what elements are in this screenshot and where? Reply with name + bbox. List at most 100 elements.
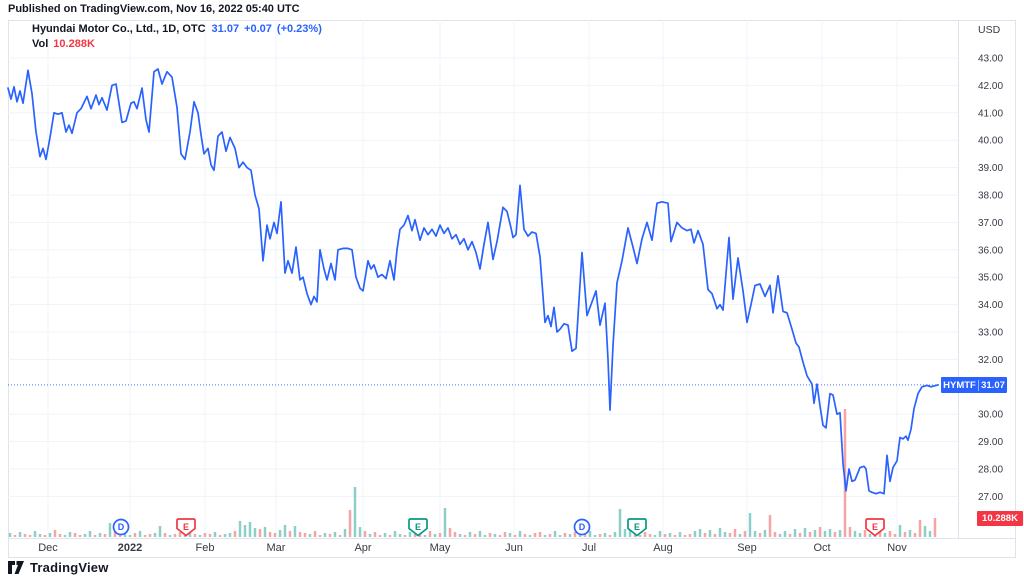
- volume-bar: [278, 530, 282, 537]
- volume-bar: [753, 531, 757, 537]
- price-axis-label: 37.00: [978, 218, 1003, 229]
- volume-bar: [553, 531, 557, 537]
- legend-change: +0.07: [244, 23, 272, 35]
- volume-bar: [363, 531, 367, 537]
- volume-axis-badge: 10.288K: [977, 511, 1023, 526]
- volume-bar: [388, 535, 392, 537]
- time-axis-label: Jul: [582, 542, 596, 554]
- volume-bar: [228, 533, 232, 537]
- earnings-shield-icon: [408, 518, 428, 537]
- event-badge-earnings[interactable]: E: [627, 518, 647, 537]
- tradingview-attribution[interactable]: TradingView: [8, 560, 109, 575]
- price-axis-label: 38.00: [978, 191, 1003, 202]
- volume-bar: [413, 534, 417, 537]
- volume-bar: [813, 530, 817, 537]
- volume-bar: [608, 535, 612, 537]
- volume-bar: [703, 533, 707, 537]
- volume-bar: [128, 535, 132, 537]
- tradingview-brand[interactable]: TradingView: [30, 560, 109, 575]
- legend-change-pct: (+0.23%): [276, 23, 322, 35]
- volume-bar: [308, 534, 312, 537]
- volume-bar: [458, 534, 462, 537]
- volume-bar: [823, 531, 827, 537]
- earnings-shield-icon: [865, 518, 885, 537]
- time-axis-label: Dec: [38, 542, 58, 554]
- volume-bar: [498, 535, 502, 537]
- volume-bar: [613, 532, 617, 537]
- volume-bar: [448, 528, 452, 537]
- volume-bar: [743, 531, 747, 537]
- volume-bar: [733, 529, 737, 537]
- volume-bar: [473, 534, 477, 537]
- volume-bar: [8, 533, 12, 537]
- tradingview-logo-icon[interactable]: [8, 561, 24, 574]
- volume-bar: [598, 534, 602, 537]
- volume-bar: [423, 535, 427, 537]
- volume-bar: [503, 532, 507, 537]
- event-badge-letter: E: [872, 522, 878, 532]
- volume-bar: [198, 535, 202, 537]
- ticker-symbol: HYMTF: [941, 379, 979, 391]
- volume-bar: [218, 535, 222, 537]
- volume-bar: [78, 535, 82, 537]
- event-badge-dividend[interactable]: D: [573, 518, 591, 536]
- price-axis-label: 32.00: [978, 355, 1003, 366]
- volume-bar: [43, 535, 47, 537]
- volume-bar: [143, 535, 147, 537]
- price-axis-label: 39.00: [978, 163, 1003, 174]
- volume-bar: [788, 534, 792, 537]
- volume-bar: [658, 531, 662, 537]
- volume-bar: [318, 535, 322, 537]
- volume-bar: [323, 533, 327, 537]
- volume-bar: [578, 535, 582, 537]
- volume-bar: [648, 534, 652, 537]
- time-axis-label: Oct: [813, 542, 830, 554]
- volume-bar: [173, 534, 177, 537]
- time-axis-label: Sep: [737, 542, 757, 554]
- price-axis-label: 27.00: [978, 492, 1003, 503]
- volume-bar: [288, 531, 292, 537]
- published-on-text: Published on TradingView.com, Nov 16, 20…: [8, 3, 300, 15]
- price-axis-label: 34.00: [978, 300, 1003, 311]
- volume-bar: [13, 535, 17, 537]
- volume-bar: [548, 534, 552, 537]
- event-badge-earnings[interactable]: E: [408, 518, 428, 537]
- volume-bar: [518, 531, 522, 537]
- time-axis-label: Apr: [354, 542, 371, 554]
- volume-bar: [688, 534, 692, 537]
- volume-bar: [758, 533, 762, 537]
- volume-bar: [583, 533, 587, 537]
- volume-bar: [378, 535, 382, 537]
- volume-bar: [913, 533, 917, 537]
- price-axis-label: 33.00: [978, 328, 1003, 339]
- event-badge-earnings[interactable]: E: [865, 518, 885, 537]
- event-badge-earnings[interactable]: E: [176, 518, 196, 537]
- price-axis-label: 28.00: [978, 465, 1003, 476]
- volume-bar: [298, 532, 302, 537]
- event-badge-letter: E: [415, 522, 421, 532]
- price-line-series: [7, 68, 939, 495]
- volume-bar: [338, 535, 342, 537]
- volume-bar: [293, 526, 297, 537]
- volume-bar: [303, 533, 307, 537]
- volume-bar: [213, 532, 217, 537]
- volume-bar: [783, 531, 787, 537]
- volume-bar: [373, 532, 377, 537]
- volume-bar: [773, 532, 777, 537]
- event-badge-dividend[interactable]: D: [112, 518, 130, 536]
- volume-bar: [268, 532, 272, 537]
- volume-bar: [33, 531, 37, 537]
- volume-bar: [848, 527, 852, 537]
- volume-bar: [48, 533, 52, 537]
- volume-bar: [178, 532, 182, 537]
- volume-bar: [118, 534, 122, 537]
- volume-bar: [803, 528, 807, 537]
- price-axis-label: 35.00: [978, 273, 1003, 284]
- volume-bar: [573, 532, 577, 537]
- volume-bar: [138, 531, 142, 537]
- legend-last-price: 31.07: [211, 23, 240, 35]
- volume-bar: [898, 525, 902, 537]
- volume-bar: [748, 513, 752, 537]
